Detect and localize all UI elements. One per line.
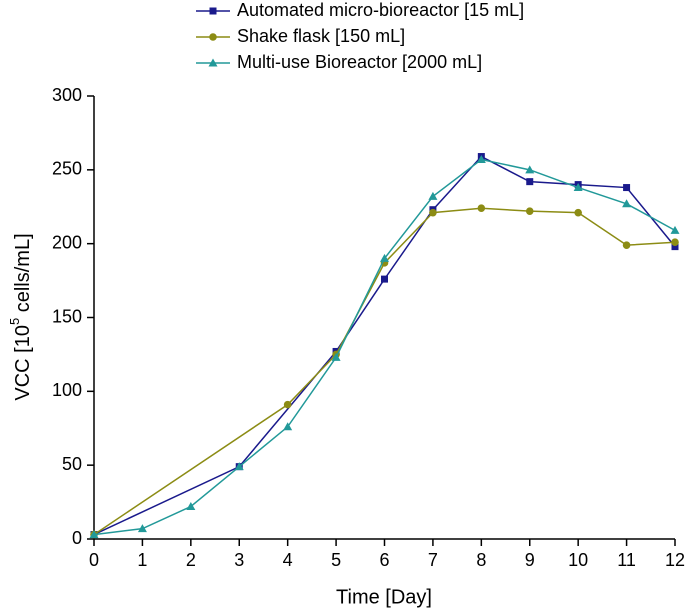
data-point (137, 524, 147, 533)
data-point (623, 184, 631, 192)
data-point (573, 183, 583, 192)
y-tick-label: 50 (62, 454, 82, 474)
y-title-sup: 5 (7, 318, 22, 325)
x-tick-label: 4 (283, 550, 293, 570)
x-tick-label: 8 (476, 550, 486, 570)
series-line (93, 158, 676, 536)
data-point (525, 207, 534, 215)
y-title-suffix: cells/mL] (12, 233, 34, 317)
data-point (671, 243, 679, 251)
x-tick-label: 11 (617, 550, 636, 570)
data-point (622, 199, 632, 208)
data-point (331, 352, 341, 361)
x-tick-label: 12 (665, 550, 685, 570)
legend-label: Shake flask [150 mL] (237, 26, 405, 46)
data-point (428, 191, 438, 200)
data-point (476, 154, 486, 163)
y-tick-label: 100 (52, 380, 82, 400)
data-point (671, 238, 679, 246)
data-point (381, 275, 388, 283)
legend-label: Multi-use Bioreactor [2000 mL] (237, 52, 482, 72)
data-point (526, 178, 534, 186)
y-tick-label: 0 (72, 528, 82, 548)
data-point (380, 253, 389, 262)
y-tick-label: 200 (52, 232, 82, 252)
x-tick-label: 6 (379, 550, 389, 570)
x-tick-label: 3 (234, 550, 244, 570)
series-line (93, 155, 676, 536)
data-point (429, 208, 437, 217)
data-point (283, 400, 292, 409)
legend-marker (209, 33, 217, 41)
x-tick-label: 9 (525, 550, 535, 570)
y-axis-title: VCC [105 cells/mL] (7, 233, 34, 400)
series-line (93, 207, 676, 536)
x-tick-label: 0 (89, 550, 99, 570)
x-axis-title: Time [Day] (336, 586, 432, 608)
y-title-prefix: VCC [10 (12, 325, 34, 401)
data-point (234, 462, 244, 471)
data-point (622, 241, 631, 249)
x-tick-label: 5 (331, 550, 341, 570)
legend-label: Automated micro-bioreactor [15 mL] (237, 0, 524, 20)
y-tick-label: 300 (52, 85, 82, 105)
data-point (574, 208, 582, 217)
x-tick-label: 1 (137, 550, 147, 570)
x-tick-label: 10 (568, 550, 588, 570)
legend-marker (208, 58, 218, 67)
data-point (283, 422, 293, 431)
data-point (89, 530, 99, 539)
data-point (477, 204, 486, 213)
legend-marker (209, 7, 217, 15)
y-tick-label: 250 (52, 159, 82, 179)
data-point (186, 502, 196, 511)
data-point (525, 165, 535, 174)
y-tick-label: 150 (52, 306, 82, 326)
x-tick-label: 2 (186, 550, 196, 570)
x-tick-label: 7 (428, 550, 438, 570)
data-point (670, 225, 680, 234)
